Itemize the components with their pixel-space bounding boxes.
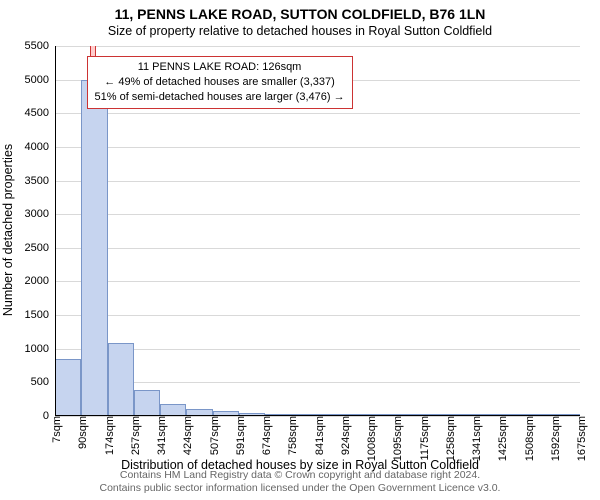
chart-container: 11, PENNS LAKE ROAD, SUTTON COLDFIELD, B… [0, 0, 600, 500]
y-tick-label: 1500 [25, 309, 49, 321]
histogram-bar [81, 80, 107, 416]
x-tick-label: 507sqm [209, 416, 221, 455]
x-tick-label: 758sqm [287, 416, 299, 455]
annotation-line: 51% of semi-detached houses are larger (… [95, 90, 345, 105]
y-tick-label: 0 [43, 410, 49, 422]
x-tick-label: 1341sqm [471, 416, 483, 461]
y-tick-label: 5000 [25, 74, 49, 86]
annotation-box: 11 PENNS LAKE ROAD: 126sqm ← 49% of deta… [87, 56, 353, 109]
x-tick-label: 1508sqm [524, 416, 536, 461]
x-tick-label: 7sqm [51, 416, 63, 443]
x-tick-label: 1258sqm [445, 416, 457, 461]
x-tick-label: 257sqm [130, 416, 142, 455]
x-tick-label: 924sqm [340, 416, 352, 455]
grid-line [55, 382, 580, 383]
chart-title: 11, PENNS LAKE ROAD, SUTTON COLDFIELD, B… [0, 0, 600, 22]
footer-line: Contains public sector information licen… [0, 482, 600, 496]
x-tick-label: 1425sqm [497, 416, 509, 461]
grid-line [55, 315, 580, 316]
histogram-bar [108, 343, 134, 416]
grid-line [55, 113, 580, 114]
grid-line [55, 147, 580, 148]
y-tick-label: 500 [31, 376, 49, 388]
x-tick-label: 841sqm [314, 416, 326, 455]
x-tick-label: 1095sqm [392, 416, 404, 461]
x-tick-label: 1008sqm [366, 416, 378, 461]
y-tick-label: 1000 [25, 343, 49, 355]
grid-line [55, 281, 580, 282]
grid-line [55, 349, 580, 350]
plot-area: 0500100015002000250030003500400045005000… [55, 46, 580, 416]
y-tick-label: 4000 [25, 141, 49, 153]
x-tick-label: 341sqm [156, 416, 168, 455]
y-axis-label: Number of detached properties [1, 144, 15, 316]
x-tick-label: 1175sqm [419, 416, 431, 460]
y-tick-label: 2000 [25, 275, 49, 287]
x-tick-label: 1675sqm [576, 416, 588, 461]
y-tick-label: 4500 [25, 107, 49, 119]
y-tick-label: 2500 [25, 242, 49, 254]
x-tick-label: 674sqm [261, 416, 273, 455]
y-axis-line [55, 46, 56, 416]
x-tick-label: 1592sqm [550, 416, 562, 461]
histogram-bar [55, 359, 81, 416]
x-tick-label: 90sqm [77, 416, 89, 449]
x-tick-label: 591sqm [235, 416, 247, 455]
y-tick-label: 3500 [25, 175, 49, 187]
grid-line [55, 214, 580, 215]
footer-line: Contains HM Land Registry data © Crown c… [0, 469, 600, 483]
x-axis-line [55, 415, 580, 416]
chart-subtitle: Size of property relative to detached ho… [0, 22, 600, 42]
annotation-line: ← 49% of detached houses are smaller (3,… [95, 75, 345, 90]
grid-line [55, 46, 580, 47]
histogram-bar [134, 390, 160, 416]
footer-attribution: Contains HM Land Registry data © Crown c… [0, 469, 600, 496]
y-tick-label: 5500 [25, 40, 49, 52]
x-tick-label: 174sqm [104, 416, 116, 455]
x-tick-label: 424sqm [182, 416, 194, 455]
grid-line [55, 181, 580, 182]
grid-line [55, 248, 580, 249]
annotation-line: 11 PENNS LAKE ROAD: 126sqm [95, 60, 345, 75]
y-tick-label: 3000 [25, 208, 49, 220]
